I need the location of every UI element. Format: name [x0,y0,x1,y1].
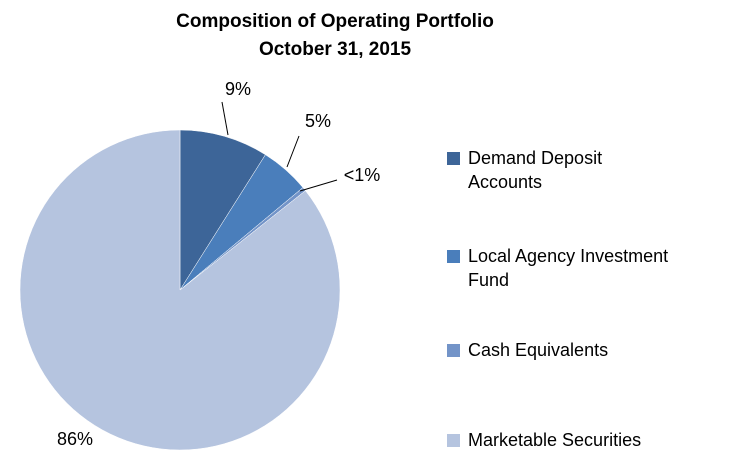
data-label: 9% [225,79,251,99]
chart-subtitle: October 31, 2015 [259,39,412,60]
legend-item: Marketable Securities [447,428,708,452]
chart-title: Composition of Operating Portfolio [176,11,494,32]
legend-item: Demand Deposit Accounts [447,146,618,194]
pie-slice [179,129,266,291]
legend-swatch [447,344,460,357]
legend-swatch [447,250,460,263]
leader-line [286,135,300,168]
legend-label: Local Agency Investment Fund [468,246,669,290]
legend-label: Demand Deposit Accounts [468,148,603,192]
legend-swatch [447,152,460,165]
data-label: <1% [344,165,381,185]
pie-slice [19,129,341,451]
leader-line [299,179,338,192]
legend-label: Cash Equivalents [468,340,609,360]
legend-label: Marketable Securities [468,430,642,450]
legend-item: Cash Equivalents [447,338,708,362]
data-label: 86% [57,429,93,449]
legend-item: Local Agency Investment Fund [447,244,708,292]
leader-line [221,101,229,136]
data-label: 5% [305,111,331,131]
legend-swatch [447,434,460,447]
